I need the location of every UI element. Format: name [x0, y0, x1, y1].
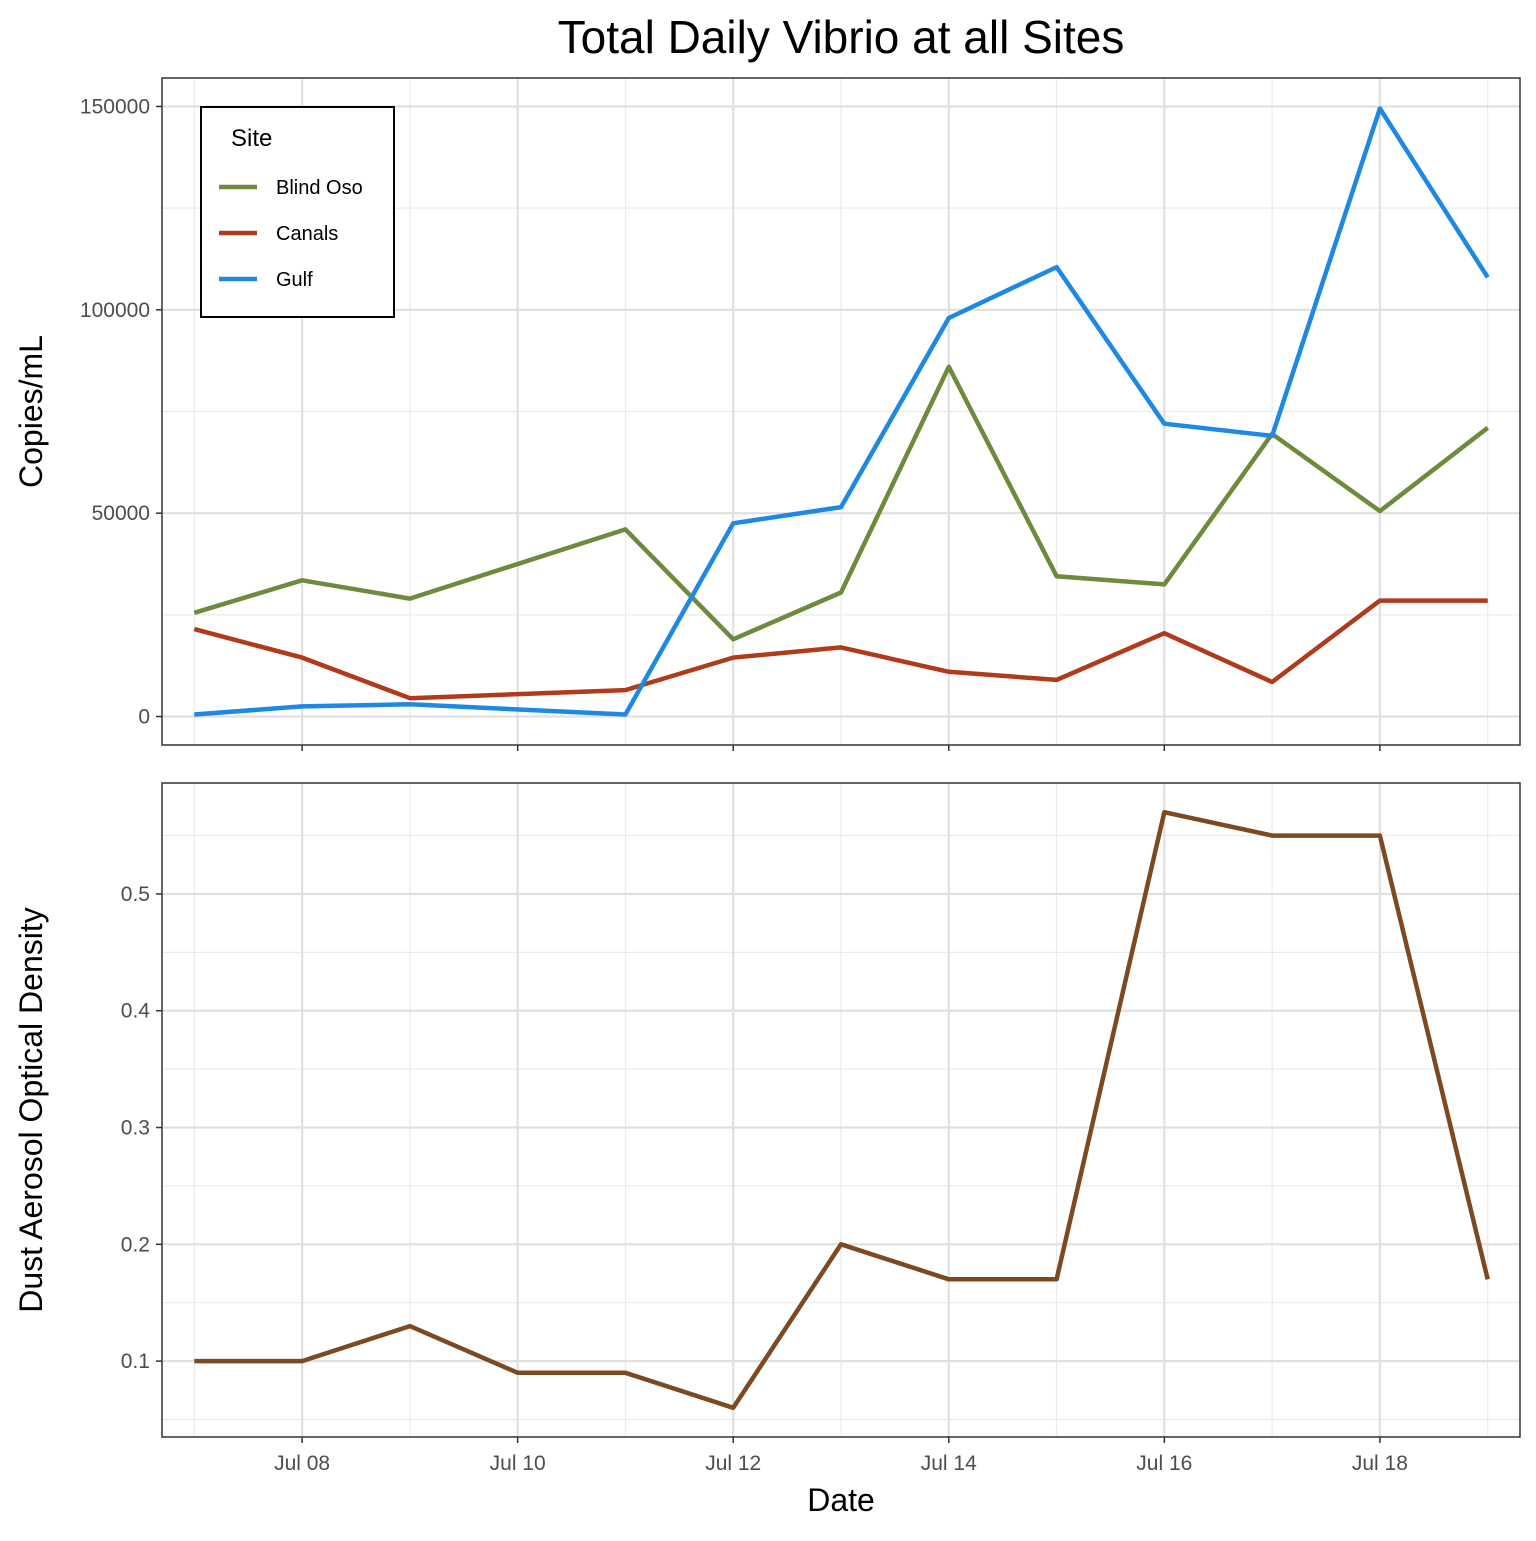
panel-2: 0.1 0.2 0.3 0.4 0.5 Dust Aerosol Optical Dens… [13, 783, 1520, 1437]
legend-label-blind-oso: Blind Oso [276, 177, 363, 199]
legend-title: Site [231, 125, 272, 152]
x-tick-label: Jul 16 [1136, 1452, 1192, 1475]
legend-label-canals: Canals [276, 223, 338, 245]
y-tick-label: 50000 [92, 502, 150, 525]
y-tick-label: 100000 [80, 299, 150, 322]
x-tick-label: Jul 14 [921, 1452, 977, 1475]
y-axis-title: Copies/mL [13, 335, 49, 488]
x-tick-label: Jul 10 [490, 1452, 546, 1475]
x-tick-label: Jul 08 [274, 1452, 330, 1475]
x-axis-title: Date [807, 1482, 875, 1518]
y-tick-label: 150000 [80, 95, 150, 118]
y-tick-label: 0.5 [121, 883, 150, 906]
y-axis-title: Dust Aerosol Optical Density [13, 907, 49, 1313]
legend: Site Blind Oso Canals Gulf [201, 107, 394, 317]
x-tick-label: Jul 12 [705, 1452, 761, 1475]
x-tick-label: Jul 18 [1352, 1452, 1408, 1475]
y-tick-label: 0.3 [121, 1117, 150, 1140]
chart-title: Total Daily Vibrio at all Sites [558, 11, 1125, 63]
y-tick-label: 0.4 [121, 1000, 151, 1023]
legend-label-gulf: Gulf [276, 269, 313, 291]
y-tick-label: 0.1 [121, 1350, 150, 1373]
y-tick-label: 0.2 [121, 1233, 150, 1256]
y-tick-label: 0 [138, 706, 150, 729]
